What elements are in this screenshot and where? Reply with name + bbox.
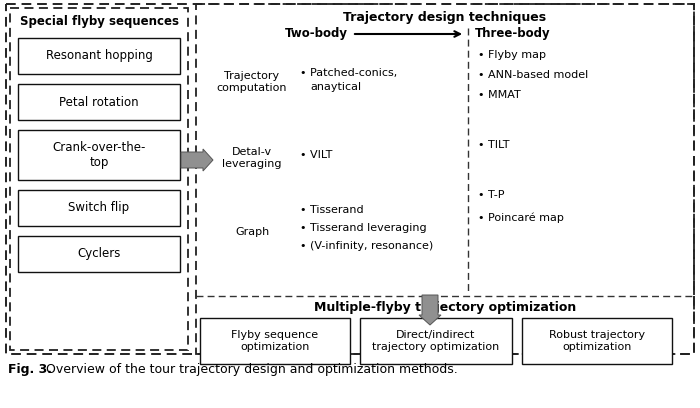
Text: Multiple-flyby trajectory optimization: Multiple-flyby trajectory optimization [314,302,576,315]
Text: • Patched-conics,: • Patched-conics, [300,68,398,78]
Bar [360,318,512,364]
Text: Petal rotation: Petal rotation [60,95,139,109]
Bar [18,84,180,120]
Text: Three-body: Three-body [475,27,551,40]
Text: • Poincaré map: • Poincaré map [478,213,564,223]
Text: Overview of the tour trajectory design and optimization methods.: Overview of the tour trajectory design a… [46,364,458,377]
Bar [18,190,180,226]
Text: • Flyby map: • Flyby map [478,50,546,60]
Text: Crank-over-the-
top: Crank-over-the- top [52,141,146,169]
Text: Two-body: Two-body [285,27,348,40]
Bar [18,38,180,74]
Text: • T-P: • T-P [478,190,505,200]
FancyArrow shape [419,295,441,325]
Bar [522,318,672,364]
Text: Cyclers: Cyclers [77,248,120,260]
Text: Graph: Graph [235,227,269,237]
Text: • Tisserand: • Tisserand [300,205,363,215]
Text: Flyby sequence
optimization: Flyby sequence optimization [232,330,318,352]
Text: Detal-v
leveraging: Detal-v leveraging [223,147,281,169]
Text: • MMAT: • MMAT [478,90,521,100]
Text: • (V-infinity, resonance): • (V-infinity, resonance) [300,241,433,251]
Text: Fig. 3.: Fig. 3. [8,364,52,377]
Text: anaytical: anaytical [310,82,361,92]
Text: • VILT: • VILT [300,150,332,160]
Bar [18,130,180,180]
Text: Trajectory design techniques: Trajectory design techniques [344,11,547,24]
Text: • TILT: • TILT [478,140,510,150]
Text: Switch flip: Switch flip [69,202,130,215]
Text: Direct/indirect
trajectory optimization: Direct/indirect trajectory optimization [372,330,500,352]
Bar [18,236,180,272]
Bar [196,4,694,354]
Text: • ANN-based model: • ANN-based model [478,70,588,80]
Bar [200,318,350,364]
FancyArrow shape [181,149,213,171]
Bar [10,8,188,350]
Text: Trajectory
computation: Trajectory computation [217,71,287,93]
Text: Special flyby sequences: Special flyby sequences [20,16,178,29]
Bar [6,4,694,354]
Text: Resonant hopping: Resonant hopping [46,49,153,62]
Text: Robust trajectory
optimization: Robust trajectory optimization [549,330,645,352]
Text: • Tisserand leveraging: • Tisserand leveraging [300,223,426,233]
